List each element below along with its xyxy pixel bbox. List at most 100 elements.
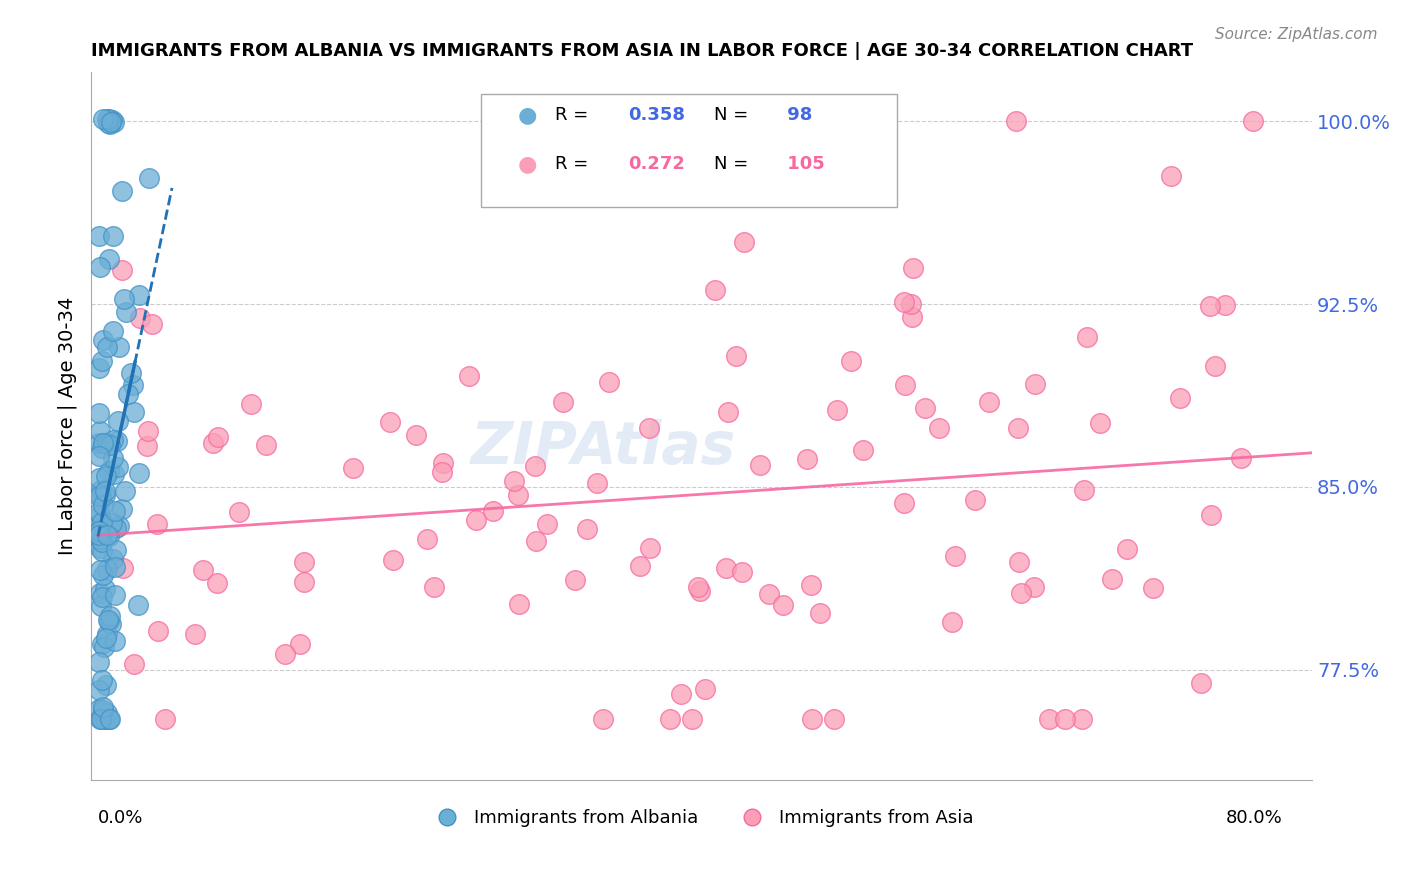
Immigrants from Asia <box>202 436 225 450</box>
Immigrants from Asia <box>963 492 986 507</box>
Text: R =: R = <box>555 155 593 173</box>
Immigrants from Asia <box>465 513 488 527</box>
Immigrants from Albania <box>94 632 117 646</box>
Immigrants from Albania <box>89 449 111 463</box>
Immigrants from Asia <box>945 549 967 563</box>
Immigrants from Albania <box>104 543 127 558</box>
Immigrants from Albania <box>97 529 120 543</box>
Immigrants from Albania <box>97 112 120 126</box>
Immigrants from Asia <box>141 317 163 331</box>
Immigrants from Albania <box>96 561 118 575</box>
Text: 0.272: 0.272 <box>628 155 685 173</box>
Immigrants from Albania <box>120 366 142 380</box>
Immigrants from Asia <box>839 354 862 368</box>
Immigrants from Asia <box>1204 359 1226 373</box>
Immigrants from Asia <box>381 553 404 567</box>
Immigrants from Asia <box>748 458 770 473</box>
Immigrants from Albania <box>93 484 115 499</box>
Immigrants from Asia <box>1024 580 1046 594</box>
Immigrants from Albania <box>96 706 118 721</box>
Immigrants from Asia <box>901 261 924 276</box>
Immigrants from Asia <box>1168 392 1191 406</box>
Immigrants from Albania <box>97 613 120 627</box>
Immigrants from Asia <box>801 712 824 726</box>
Immigrants from Albania <box>97 712 120 726</box>
Immigrants from Asia <box>1142 581 1164 595</box>
Immigrants from Asia <box>900 297 922 311</box>
Immigrants from Albania <box>97 614 120 628</box>
Immigrants from Asia <box>254 438 277 452</box>
Immigrants from Albania <box>91 333 114 347</box>
Immigrants from Asia <box>900 310 922 325</box>
Immigrants from Albania <box>104 634 127 648</box>
Immigrants from Asia <box>524 533 547 548</box>
Immigrants from Asia <box>681 712 703 726</box>
Immigrants from Asia <box>628 559 651 574</box>
Immigrants from Asia <box>432 456 454 470</box>
Text: 0.0%: 0.0% <box>98 809 143 827</box>
Immigrants from Asia <box>288 637 311 651</box>
Immigrants from Albania <box>90 442 112 456</box>
Immigrants from Asia <box>800 578 823 592</box>
Immigrants from Asia <box>292 555 315 569</box>
Immigrants from Albania <box>96 340 118 354</box>
Immigrants from Asia <box>207 430 229 444</box>
Immigrants from Albania <box>89 260 111 274</box>
Immigrants from Albania <box>107 414 129 428</box>
Immigrants from Albania <box>91 543 114 558</box>
Immigrants from Albania <box>101 229 124 244</box>
Text: 105: 105 <box>780 155 824 173</box>
Y-axis label: In Labor Force | Age 30-34: In Labor Force | Age 30-34 <box>58 297 77 555</box>
Immigrants from Albania <box>101 552 124 566</box>
Immigrants from Asia <box>1010 586 1032 600</box>
Immigrants from Albania <box>127 599 149 613</box>
Immigrants from Asia <box>432 465 454 479</box>
Immigrants from Asia <box>823 712 845 726</box>
Immigrants from Asia <box>405 428 427 442</box>
Immigrants from Asia <box>124 657 146 671</box>
Immigrants from Asia <box>112 560 135 574</box>
Immigrants from Asia <box>1076 330 1098 344</box>
Immigrants from Asia <box>1090 416 1112 430</box>
Immigrants from Albania <box>108 518 131 533</box>
Immigrants from Albania <box>91 700 114 714</box>
Immigrants from Albania <box>98 438 121 452</box>
Immigrants from Albania <box>110 184 132 198</box>
Immigrants from Albania <box>89 524 111 539</box>
Text: 98: 98 <box>780 106 813 124</box>
Immigrants from Albania <box>98 116 121 130</box>
Text: N =: N = <box>714 106 754 124</box>
Immigrants from Albania <box>89 524 111 539</box>
Immigrants from Asia <box>111 263 134 277</box>
Immigrants from Albania <box>94 488 117 502</box>
Immigrants from Asia <box>598 375 620 389</box>
Immigrants from Albania <box>98 252 121 266</box>
Immigrants from Albania <box>111 501 134 516</box>
Immigrants from Asia <box>730 565 752 579</box>
Immigrants from Asia <box>1053 712 1076 726</box>
Immigrants from Asia <box>536 517 558 532</box>
Immigrants from Albania <box>91 703 114 717</box>
Immigrants from Albania <box>108 340 131 354</box>
Immigrants from Albania <box>103 115 125 129</box>
Immigrants from Asia <box>941 615 963 629</box>
Immigrants from Albania <box>89 361 111 376</box>
Immigrants from Asia <box>378 415 401 429</box>
Immigrants from Albania <box>94 469 117 483</box>
Legend: Immigrants from Albania, Immigrants from Asia: Immigrants from Albania, Immigrants from… <box>422 802 981 834</box>
Immigrants from Asia <box>585 476 607 491</box>
Immigrants from Albania <box>89 505 111 519</box>
Immigrants from Asia <box>724 349 747 363</box>
Immigrants from Albania <box>91 112 114 127</box>
Immigrants from Asia <box>928 420 950 434</box>
Immigrants from Albania <box>91 435 114 450</box>
FancyBboxPatch shape <box>481 94 897 207</box>
Immigrants from Albania <box>89 523 111 537</box>
Text: 0.358: 0.358 <box>628 106 685 124</box>
Immigrants from Asia <box>772 598 794 612</box>
Immigrants from Albania <box>91 637 114 651</box>
Immigrants from Albania <box>128 288 150 302</box>
Immigrants from Albania <box>138 171 160 186</box>
Immigrants from Asia <box>506 488 529 502</box>
Immigrants from Asia <box>1073 483 1095 497</box>
